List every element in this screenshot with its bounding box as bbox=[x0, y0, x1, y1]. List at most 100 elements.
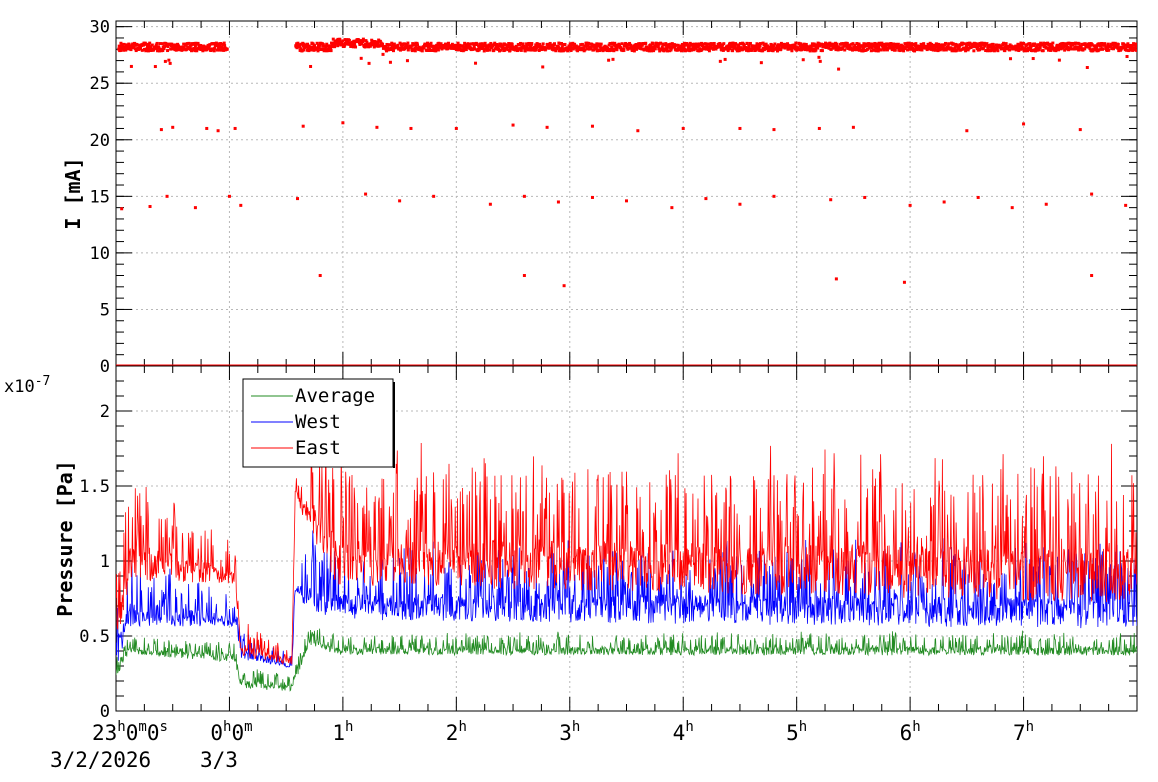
current-point bbox=[1084, 45, 1088, 49]
x-tick-label-part: 7 bbox=[1013, 721, 1026, 745]
current-point bbox=[391, 49, 395, 53]
current-point bbox=[213, 46, 217, 50]
current-point bbox=[345, 38, 349, 42]
current-point bbox=[514, 44, 518, 48]
current-point bbox=[220, 45, 224, 49]
current-point bbox=[145, 42, 149, 46]
current-point bbox=[741, 47, 745, 51]
current-point bbox=[225, 47, 229, 51]
current-point bbox=[1003, 49, 1007, 53]
current-point bbox=[812, 42, 816, 46]
current-point bbox=[523, 49, 527, 53]
current-point bbox=[982, 41, 986, 45]
x-tick-label: 5h bbox=[786, 719, 807, 745]
current-point bbox=[1131, 48, 1135, 52]
current-point bbox=[481, 47, 485, 51]
current-point bbox=[453, 43, 457, 47]
current-point bbox=[330, 41, 334, 45]
current-point bbox=[438, 45, 442, 49]
current-point bbox=[1007, 45, 1011, 49]
current-point bbox=[406, 41, 410, 45]
current-point bbox=[576, 49, 580, 53]
current-point bbox=[217, 44, 221, 48]
current-point bbox=[405, 45, 409, 49]
current-point bbox=[720, 45, 724, 49]
current-point bbox=[424, 44, 428, 48]
current-point bbox=[930, 46, 934, 50]
current-point bbox=[433, 46, 437, 50]
multiplier-base: x10 bbox=[4, 377, 35, 397]
current-point bbox=[337, 42, 341, 46]
current-point bbox=[892, 46, 896, 50]
current-point bbox=[160, 42, 164, 46]
current-point bbox=[1077, 42, 1081, 46]
current-point bbox=[900, 48, 904, 52]
current-point bbox=[496, 46, 500, 50]
current-point bbox=[738, 126, 742, 130]
current-point bbox=[153, 46, 157, 50]
current-point bbox=[607, 43, 611, 47]
pressure-line-average bbox=[116, 628, 1137, 692]
current-point bbox=[163, 44, 167, 48]
current-point bbox=[223, 44, 227, 48]
current-point bbox=[354, 45, 358, 49]
current-point bbox=[171, 125, 175, 129]
time-axis: 23h0m0s 0h0m 1h 2h 3h 4h 5h 6h 7h3/2/2026 3/3 bbox=[50, 719, 1034, 772]
current-point bbox=[318, 43, 322, 47]
current-point bbox=[366, 42, 370, 46]
current-point bbox=[884, 45, 888, 49]
current-point bbox=[136, 43, 140, 47]
current-point bbox=[914, 42, 918, 46]
current-point bbox=[166, 49, 170, 53]
current-point bbox=[1107, 48, 1111, 52]
current-point bbox=[193, 46, 197, 50]
x-tick-label-part: h bbox=[799, 719, 807, 735]
current-point bbox=[296, 197, 300, 201]
current-point bbox=[560, 45, 564, 49]
x-tick-label-part: 23 bbox=[92, 721, 117, 745]
current-point bbox=[1009, 57, 1013, 61]
current-point bbox=[318, 274, 322, 278]
current-point bbox=[652, 49, 656, 53]
current-point bbox=[176, 44, 180, 48]
current-point bbox=[873, 41, 877, 45]
current-point bbox=[1091, 48, 1095, 52]
current-point bbox=[295, 45, 299, 49]
current-point bbox=[1037, 48, 1041, 52]
x-tick-label-part: h bbox=[1026, 719, 1034, 735]
current-point bbox=[298, 45, 302, 49]
current-point bbox=[607, 58, 611, 62]
current-point bbox=[365, 40, 369, 44]
current-point bbox=[1100, 41, 1104, 45]
current-point bbox=[989, 43, 993, 47]
current-point bbox=[129, 64, 133, 68]
current-point bbox=[548, 41, 552, 45]
current-point bbox=[172, 46, 176, 50]
current-point bbox=[802, 45, 806, 49]
current-point bbox=[200, 46, 204, 50]
current-point bbox=[1068, 41, 1072, 45]
current-point bbox=[359, 56, 363, 60]
current-point bbox=[809, 46, 813, 50]
current-point bbox=[181, 47, 185, 51]
current-point bbox=[681, 126, 685, 130]
current-point bbox=[654, 44, 658, 48]
current-point bbox=[119, 41, 123, 45]
current-point bbox=[816, 46, 820, 50]
current-point bbox=[1054, 49, 1058, 53]
current-point bbox=[921, 46, 925, 50]
current-point bbox=[1098, 44, 1102, 48]
current-point bbox=[882, 45, 886, 49]
current-point bbox=[486, 46, 490, 50]
current-point bbox=[746, 47, 750, 51]
current-point bbox=[890, 48, 894, 52]
current-point bbox=[649, 49, 653, 53]
current-point bbox=[799, 42, 803, 46]
current-point bbox=[1135, 364, 1137, 366]
current-point bbox=[851, 42, 855, 46]
current-point bbox=[1090, 43, 1094, 47]
current-point bbox=[938, 48, 942, 52]
current-point bbox=[742, 43, 746, 47]
current-point bbox=[1063, 48, 1067, 52]
current-point bbox=[1029, 45, 1033, 49]
